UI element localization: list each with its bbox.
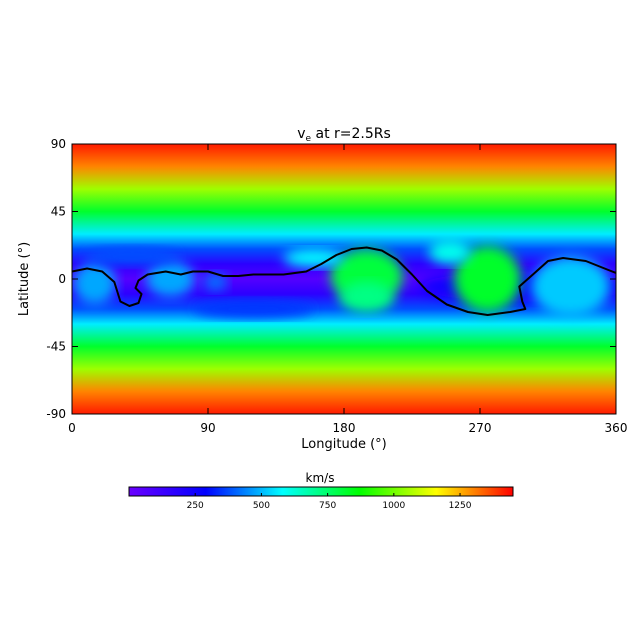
- colorbar-tick-label: 500: [253, 501, 270, 511]
- x-tick-label: 270: [469, 421, 492, 435]
- y-tick-label: 0: [58, 272, 66, 286]
- y-axis-ticks: 90 45 0 -45 -90: [46, 137, 616, 421]
- title-subscript: e: [306, 134, 312, 144]
- colorbar-ticks: 250 500 750 1000 1250: [187, 493, 472, 511]
- heatmap-feature-6: [339, 282, 394, 312]
- colorbar-tick-label: 1000: [382, 501, 405, 511]
- x-axis-ticks: 0 90 180 270 360: [68, 144, 627, 435]
- x-tick-label: 360: [605, 421, 628, 435]
- heatmap-feature-1: [73, 262, 116, 305]
- y-tick-label: 90: [51, 137, 66, 151]
- heatmap-features: [73, 240, 616, 318]
- y-tick-label: -90: [46, 407, 66, 421]
- x-tick-label: 180: [333, 421, 356, 435]
- colorbar-label: km/s: [306, 471, 335, 485]
- heatmap-feature-7: [454, 246, 521, 312]
- heatmap-feature-9: [428, 240, 471, 264]
- heatmap-plot: [72, 144, 616, 414]
- y-tick-label: -45: [46, 340, 66, 354]
- heatmap-feature-10: [283, 249, 344, 267]
- x-axis-label: Longitude (°): [301, 437, 386, 452]
- colorbar: [128, 486, 514, 497]
- colorbar-tick-label: 750: [319, 501, 336, 511]
- x-tick-label: 90: [200, 421, 215, 435]
- heatmap-feature-12: [87, 247, 178, 266]
- contour-line: [72, 246, 616, 316]
- y-axis-label: Latitude (°): [17, 242, 32, 316]
- x-tick-label: 0: [68, 421, 76, 435]
- heatmap-feature-2: [146, 261, 195, 297]
- chart-title: ve at r=2.5Rs: [297, 126, 391, 144]
- colorbar-tick-label: 250: [187, 501, 204, 511]
- title-rest: at r=2.5Rs: [311, 126, 391, 142]
- y-tick-label: 45: [51, 205, 66, 219]
- heatmap-feature-11: [192, 300, 314, 318]
- title-symbol: v: [297, 126, 305, 142]
- heatmap-feature-8: [531, 256, 610, 317]
- heatmap-feature-3: [203, 273, 228, 291]
- colorbar-tick-label: 1250: [449, 501, 472, 511]
